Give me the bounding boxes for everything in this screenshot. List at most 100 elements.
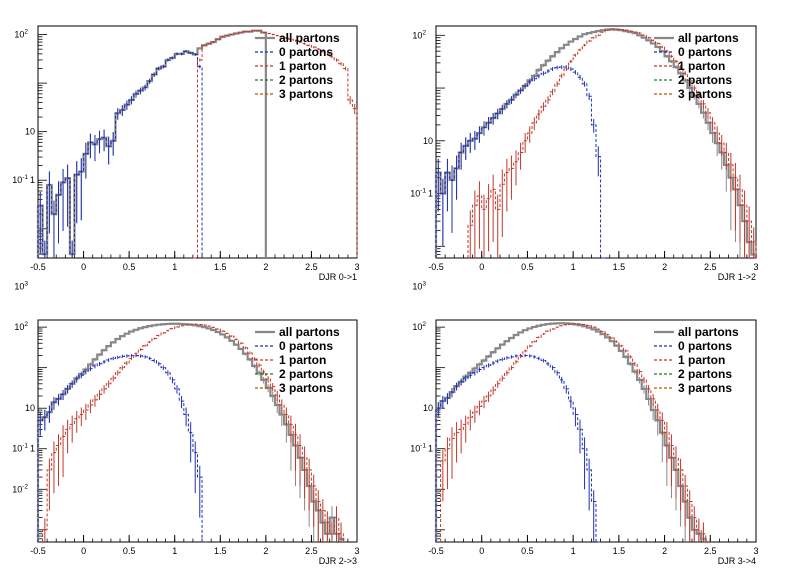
x-tick-label: 0.5 xyxy=(521,546,534,556)
histogram-1-parton xyxy=(440,323,711,543)
histogram-1-parton xyxy=(192,30,358,259)
series-1-parton xyxy=(42,323,344,542)
histogram-1-parton xyxy=(467,28,757,258)
series-1-parton xyxy=(192,29,358,259)
legend-entry: 2 partons xyxy=(678,73,732,87)
x-tick-label: 0.5 xyxy=(123,262,136,272)
y-tick-label: 10 xyxy=(25,403,35,413)
x-tick-label: 2.5 xyxy=(704,546,717,556)
y-tick-label: 1 xyxy=(428,444,433,454)
series-0-partons xyxy=(37,50,203,258)
x-tick-label: 2.5 xyxy=(305,262,318,272)
x-tick-label: 2 xyxy=(662,262,667,272)
series-1-parton xyxy=(467,28,757,258)
x-tick-label: 1.5 xyxy=(214,262,227,272)
x-tick-label: -0.5 xyxy=(428,546,444,556)
x-tick-label: 1 xyxy=(571,546,576,556)
legend-entry: 1 parton xyxy=(279,59,326,73)
y-tick-label: 102 xyxy=(14,321,28,332)
x-tick-label: 1.5 xyxy=(613,262,626,272)
legend-entry: 1 parton xyxy=(279,353,326,367)
x-tick-label: 0.5 xyxy=(123,546,136,556)
y-tick-label: 10-1 xyxy=(410,443,426,454)
legend-entry: 0 partons xyxy=(279,339,333,353)
legend-entry: 2 partons xyxy=(279,367,333,381)
y-tick-label: 10-1 xyxy=(410,188,426,199)
x-tick-label: 1 xyxy=(571,262,576,272)
x-tick-label: 1 xyxy=(172,546,177,556)
histogram-1-parton xyxy=(42,323,344,542)
x-tick-label: 0 xyxy=(479,262,484,272)
x-tick-label: 1.5 xyxy=(613,546,626,556)
x-tick-label: -0.5 xyxy=(30,262,46,272)
y-tick-label: 103 xyxy=(412,281,426,292)
y-tick-label: 10 xyxy=(25,127,35,137)
x-tick-label: 1.5 xyxy=(214,546,227,556)
legend-entry: 2 partons xyxy=(279,73,333,87)
plot-frame xyxy=(435,25,757,259)
legend-entry: 0 partons xyxy=(279,45,333,59)
x-tick-label: 0 xyxy=(81,546,86,556)
histogram-all-partons xyxy=(36,322,345,542)
x-axis-label: DJR 2->3 xyxy=(319,556,357,566)
legend-entry: all partons xyxy=(279,31,340,45)
histogram-all-partons xyxy=(36,29,267,258)
y-tick-label: 10 xyxy=(423,136,433,146)
y-tick-label: 102 xyxy=(14,29,28,40)
x-tick-label: 2 xyxy=(662,546,667,556)
x-tick-label: 2.5 xyxy=(704,262,717,272)
x-tick-label: 3 xyxy=(354,546,359,556)
y-tick-label: 1 xyxy=(428,189,433,199)
series-0-partons xyxy=(37,353,207,543)
legend-entry: 1 parton xyxy=(678,59,725,73)
y-tick-label: 10 xyxy=(423,403,433,413)
legend-entry: all partons xyxy=(678,31,739,45)
histogram-0-partons xyxy=(37,50,203,258)
legend-entry: all partons xyxy=(279,325,340,339)
x-tick-label: 0.5 xyxy=(521,262,534,272)
legend-entry: 3 partons xyxy=(678,87,732,101)
series-0-partons xyxy=(435,65,606,259)
legend-entry: 1 parton xyxy=(678,353,725,367)
x-tick-label: 3 xyxy=(354,262,359,272)
x-axis-label: DJR 1->2 xyxy=(718,272,756,282)
x-tick-label: -0.5 xyxy=(428,262,444,272)
x-axis-label: DJR 3->4 xyxy=(718,556,756,566)
y-tick-label: 102 xyxy=(412,321,426,332)
x-tick-label: 1 xyxy=(172,262,177,272)
histogram-0-partons xyxy=(435,66,606,259)
legend-entry: all partons xyxy=(678,325,739,339)
x-tick-label: 0 xyxy=(479,546,484,556)
legend-entry: 3 partons xyxy=(279,381,333,395)
legend-entry: 3 partons xyxy=(678,381,732,395)
legend-entry: 0 partons xyxy=(678,339,732,353)
histogram-0-partons xyxy=(37,354,207,543)
legend-entry: 2 partons xyxy=(678,367,732,381)
x-axis-label: DJR 0->1 xyxy=(319,272,357,282)
series-0-partons xyxy=(435,353,601,543)
x-tick-label: 2 xyxy=(263,262,268,272)
x-tick-label: 3 xyxy=(753,546,758,556)
y-tick-label: 103 xyxy=(14,281,28,292)
x-tick-label: 3 xyxy=(753,262,758,272)
y-tick-label: 1 xyxy=(30,175,35,185)
legend-entry: 0 partons xyxy=(678,45,732,59)
series-all-partons xyxy=(36,29,267,258)
y-tick-label: 1 xyxy=(30,444,35,454)
y-tick-label: 10-1 xyxy=(12,443,28,454)
x-tick-label: 2.5 xyxy=(305,546,318,556)
x-tick-label: 0 xyxy=(81,262,86,272)
y-tick-label: 10-1 xyxy=(12,174,28,185)
y-tick-label: 10-2 xyxy=(12,483,28,494)
x-tick-label: -0.5 xyxy=(30,546,46,556)
y-tick-label: 102 xyxy=(412,29,426,40)
